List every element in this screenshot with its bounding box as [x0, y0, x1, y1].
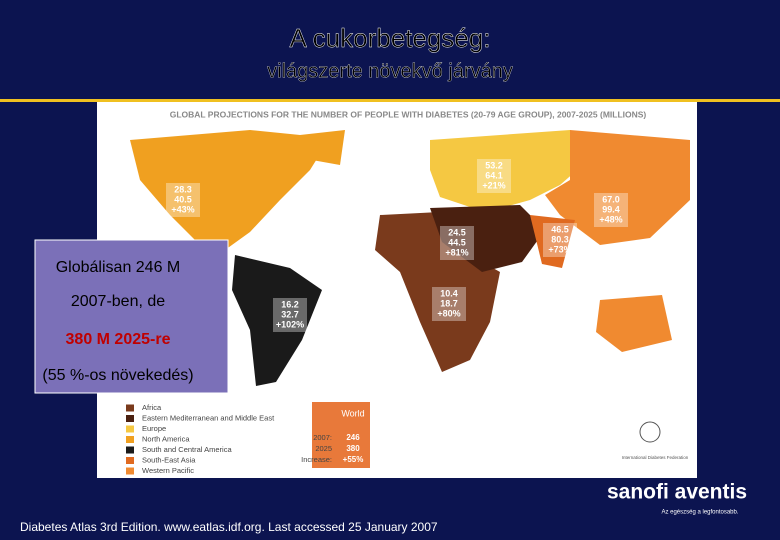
region-value: 53.2: [485, 160, 503, 170]
region-box: [543, 223, 577, 257]
region-box: [166, 183, 200, 217]
region-box: [273, 298, 307, 332]
region-value: 44.5: [448, 237, 466, 247]
region-value: +81%: [445, 247, 468, 257]
region-value: 24.5: [448, 227, 466, 237]
region-value: 10.4: [440, 288, 458, 298]
legend-swatch: [126, 415, 134, 422]
region-value: 32.7: [281, 309, 299, 319]
region-value: 40.5: [174, 194, 192, 204]
rule: [0, 99, 780, 102]
legend-label: South and Central America: [142, 445, 232, 454]
world-row-label: Increase:: [301, 455, 332, 464]
world-value: 380: [346, 444, 360, 453]
region-value: +80%: [437, 308, 460, 318]
legend-label: Africa: [142, 403, 162, 412]
region-labels: 28.340.5+43% 53.264.1+21% 67.099.4+48% 24.5…: [166, 159, 628, 332]
idf-logo: [639, 421, 661, 443]
region-value: +43%: [171, 204, 194, 214]
legend-swatch: [126, 436, 134, 443]
africa: [375, 212, 500, 372]
world-box: [312, 402, 370, 468]
legend-label: Europe: [142, 424, 166, 433]
legend-swatch: [126, 446, 134, 454]
callout-box: [34, 239, 229, 394]
world-row-label: 2007:: [313, 433, 332, 442]
region-box: [432, 287, 466, 321]
legend-label: Western Pacific: [142, 466, 194, 475]
region-value: 28.3: [174, 184, 192, 194]
region-value: 67.0: [602, 194, 620, 204]
south-america: [232, 255, 322, 386]
eastern-mediterranean: [430, 205, 545, 272]
region-box: [594, 193, 628, 227]
callout-line: 2007-ben, de: [71, 293, 165, 310]
region-value: 46.5: [551, 224, 569, 234]
region-value: +102%: [276, 319, 304, 329]
callout-line: 380 M 2025-re: [66, 331, 171, 348]
world-title: World: [341, 408, 364, 418]
legend-swatch: [126, 425, 134, 433]
logo: sanofi aventis: [607, 481, 747, 504]
world-value: 246: [346, 433, 360, 442]
world-row-label: 2025: [315, 444, 332, 453]
callout-line: Globálisan 246 M: [56, 259, 181, 276]
europe: [430, 130, 600, 207]
region-value: +21%: [482, 180, 505, 190]
world-value: +55%: [343, 455, 364, 464]
idf-label: International Diabetes Federation: [622, 455, 689, 460]
north-america: [130, 130, 330, 250]
legend-label: South-East Asia: [142, 455, 196, 464]
source: Diabetes Atlas 3rd Edition. www.eatlas.i…: [20, 520, 438, 534]
western-pacific: [545, 130, 690, 245]
region-value: 16.2: [281, 299, 299, 309]
region-value: 18.7: [440, 298, 458, 308]
map-title: GLOBAL PROJECTIONS FOR THE NUMBER OF PEO…: [170, 109, 647, 119]
region-value: 99.4: [602, 204, 620, 214]
region-value: +48%: [599, 214, 622, 224]
subtitle: világszerte növekvő járvány: [267, 60, 513, 82]
legend-swatch: [126, 457, 134, 464]
region-box: [440, 226, 474, 260]
legend-label: North America: [142, 434, 190, 443]
region-value: 64.1: [485, 170, 503, 180]
legend-swatch: [126, 467, 134, 475]
greenland: [300, 130, 345, 165]
region-box: [477, 159, 511, 193]
title: A cukorbetegség:: [290, 23, 491, 53]
legend-label: Eastern Mediterranean and Middle East: [142, 413, 275, 422]
slogan: Az egészség a legfontosabb.: [661, 510, 738, 516]
continents: [130, 130, 690, 386]
south-east-asia: [530, 215, 575, 268]
australia: [596, 295, 672, 352]
region-value: +73%: [548, 244, 571, 254]
legend-swatch: [126, 404, 134, 412]
region-value: 80.3: [551, 234, 569, 244]
callout-line: (55 %-os növekedés): [42, 367, 193, 384]
